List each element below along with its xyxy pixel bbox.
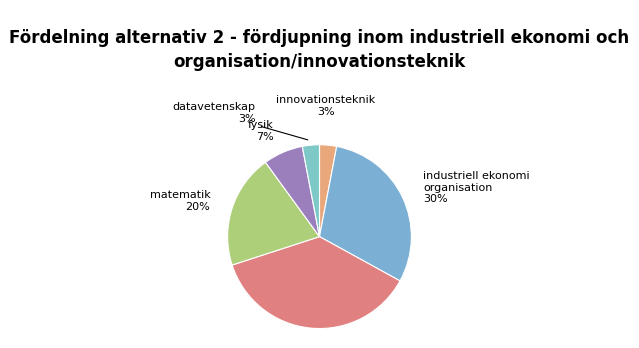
Title: Fördelning alternativ 2 - fördjupning inom industriell ekonomi och
organisation/: Fördelning alternativ 2 - fördjupning in…: [10, 29, 629, 71]
Text: matematik
20%: matematik 20%: [150, 190, 210, 212]
Text: datavetenskap
3%: datavetenskap 3%: [173, 102, 308, 140]
Wedge shape: [320, 145, 337, 237]
Text: industriell ekonomi
organisation
30%: industriell ekonomi organisation 30%: [424, 171, 530, 204]
Text: fysik
7%: fysik 7%: [248, 120, 274, 142]
Wedge shape: [320, 147, 412, 281]
Wedge shape: [302, 145, 320, 237]
Wedge shape: [265, 147, 320, 237]
Wedge shape: [232, 237, 400, 329]
Text: innovationsteknik
3%: innovationsteknik 3%: [276, 95, 375, 117]
Wedge shape: [227, 162, 320, 265]
